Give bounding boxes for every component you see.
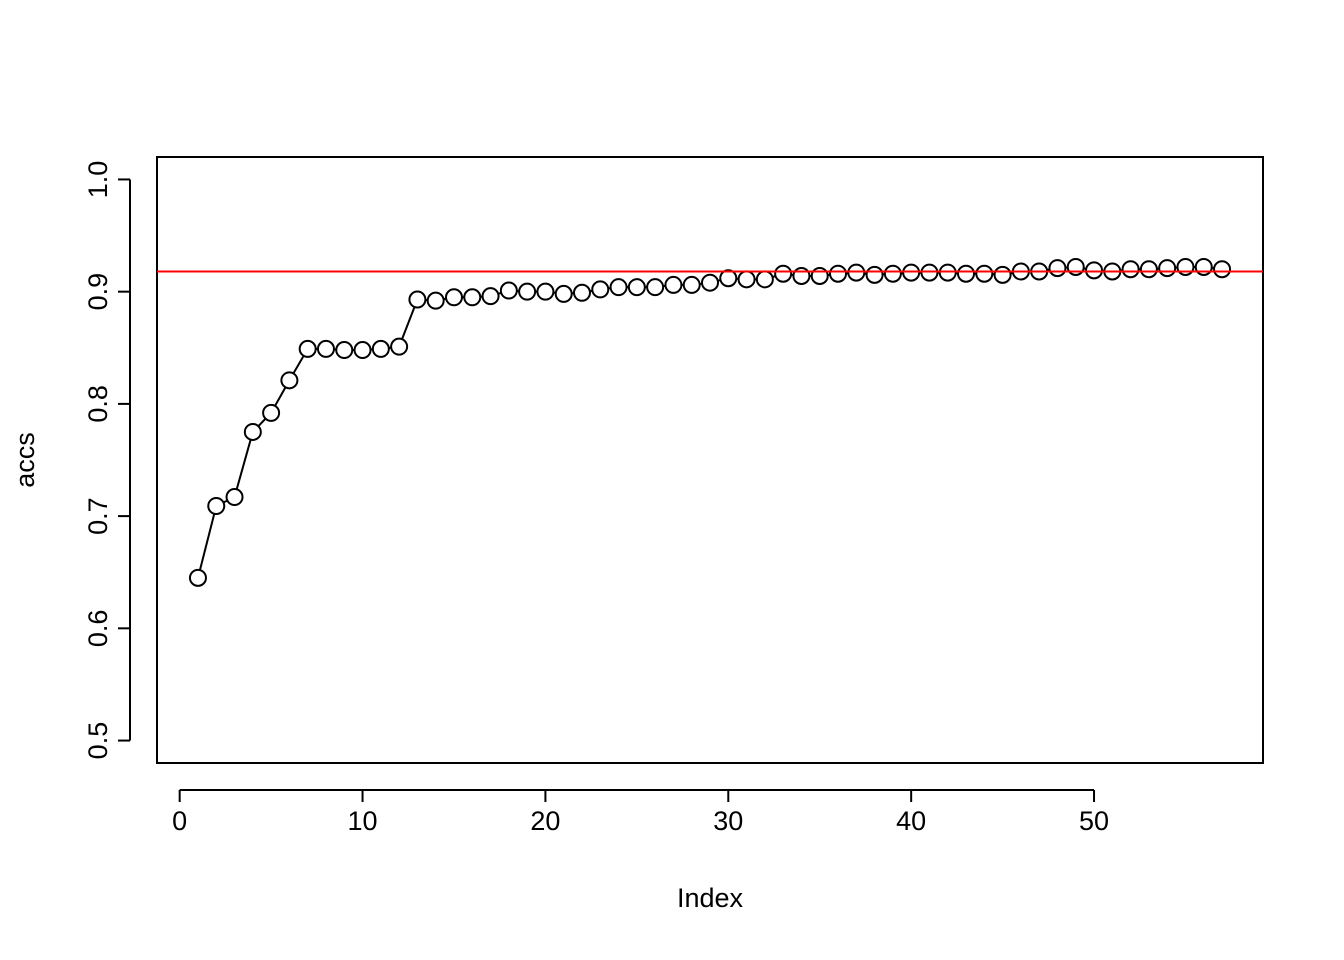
data-point xyxy=(609,278,628,297)
data-point xyxy=(938,263,957,282)
data-point xyxy=(701,273,719,292)
data-point xyxy=(957,264,976,283)
data-point xyxy=(1139,260,1158,279)
data-point xyxy=(1158,259,1177,278)
data-point xyxy=(188,568,207,587)
data-point xyxy=(225,488,244,507)
x-tick-label: 0 xyxy=(172,806,187,836)
x-tick-label: 50 xyxy=(1079,806,1109,836)
data-point xyxy=(262,403,281,422)
data-point xyxy=(1176,257,1195,276)
data-point xyxy=(463,288,482,307)
y-axis-label: accs xyxy=(10,432,40,488)
x-tick-label: 40 xyxy=(896,806,926,836)
data-point xyxy=(883,264,902,283)
data-point xyxy=(810,266,829,285)
data-point xyxy=(865,265,884,284)
data-point xyxy=(316,339,335,358)
data-point xyxy=(902,263,921,282)
data-point xyxy=(1066,257,1085,276)
data-point xyxy=(920,263,939,282)
data-point xyxy=(829,264,848,283)
data-point xyxy=(426,291,445,310)
data-point xyxy=(1194,257,1213,276)
data-point xyxy=(591,280,610,299)
data-point xyxy=(1085,261,1104,280)
data-point xyxy=(755,270,774,289)
y-tick-label: 1.0 xyxy=(83,161,113,199)
data-point xyxy=(444,288,463,307)
data-point xyxy=(298,339,317,358)
data-point xyxy=(847,263,866,282)
data-point xyxy=(664,275,683,294)
y-tick-label: 0.8 xyxy=(83,385,113,423)
data-point xyxy=(646,278,665,297)
data-point xyxy=(390,337,409,356)
data-point xyxy=(1048,259,1067,278)
data-point xyxy=(353,341,372,360)
data-point xyxy=(1213,260,1232,279)
y-tick-label: 0.7 xyxy=(83,497,113,535)
data-point xyxy=(371,339,390,358)
data-point xyxy=(280,371,299,390)
y-tick-label: 0.6 xyxy=(83,610,113,648)
data-point xyxy=(682,275,701,294)
plot-frame xyxy=(156,156,1264,764)
x-axis-label: Index xyxy=(677,883,744,913)
data-point xyxy=(993,265,1012,284)
data-point xyxy=(792,266,811,285)
data-point xyxy=(499,281,518,300)
data-line xyxy=(196,265,1223,579)
data-point xyxy=(737,270,756,289)
data-point xyxy=(774,264,793,283)
x-tick-label: 30 xyxy=(713,806,743,836)
data-point xyxy=(719,269,738,288)
y-tick-label: 0.9 xyxy=(83,273,113,311)
x-tick-label: 10 xyxy=(348,806,378,836)
data-point xyxy=(408,290,427,309)
data-point xyxy=(207,497,226,516)
data-point xyxy=(572,283,591,302)
data-point xyxy=(481,287,500,306)
y-tick-label: 0.5 xyxy=(83,722,113,760)
data-point xyxy=(335,341,354,360)
x-tick-label: 20 xyxy=(530,806,560,836)
data-point xyxy=(627,278,646,297)
data-point xyxy=(536,282,555,301)
data-point xyxy=(554,284,573,303)
data-point xyxy=(1121,260,1140,279)
data-point xyxy=(243,422,262,441)
data-point xyxy=(518,282,537,301)
data-point xyxy=(975,264,994,283)
